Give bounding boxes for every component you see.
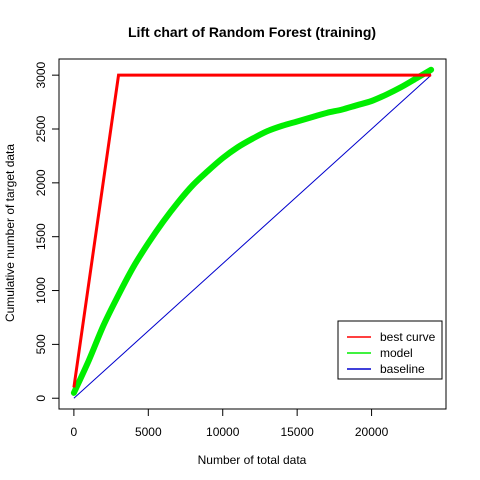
plot-frame (58, 58, 447, 410)
chart-title: Lift chart of Random Forest (training) (128, 24, 376, 40)
x-tick-label: 10000 (206, 425, 240, 439)
y-axis-label: Cumulative number of target data (3, 144, 17, 322)
x-tick-label: 0 (71, 425, 78, 439)
legend-label: baseline (380, 362, 425, 376)
plot-area: 0 5000 10000 15000 20000 0 500 1000 1500 2000 2500… (34, 58, 447, 439)
y-tick-label: 3000 (34, 61, 48, 88)
legend-label: model (380, 346, 413, 360)
series-line-baseline (73, 74, 432, 399)
series-line-best-curve (72, 73, 432, 388)
y-tick-label: 2000 (34, 169, 48, 196)
legend-label: best curve (380, 330, 436, 344)
x-tick-label: 5000 (135, 425, 162, 439)
x-tick-label: 20000 (355, 425, 389, 439)
x-tick-label: 15000 (280, 425, 314, 439)
y-tick-label: 500 (34, 334, 48, 354)
y-tick-label: 1500 (34, 223, 48, 250)
legend: best curve model baseline (337, 320, 443, 380)
x-axis-label: Number of total data (198, 453, 307, 467)
y-tick-label: 0 (34, 395, 48, 402)
y-tick-label: 1000 (34, 277, 48, 304)
y-tick-label: 2500 (34, 115, 48, 142)
series-line-model (70, 66, 435, 396)
